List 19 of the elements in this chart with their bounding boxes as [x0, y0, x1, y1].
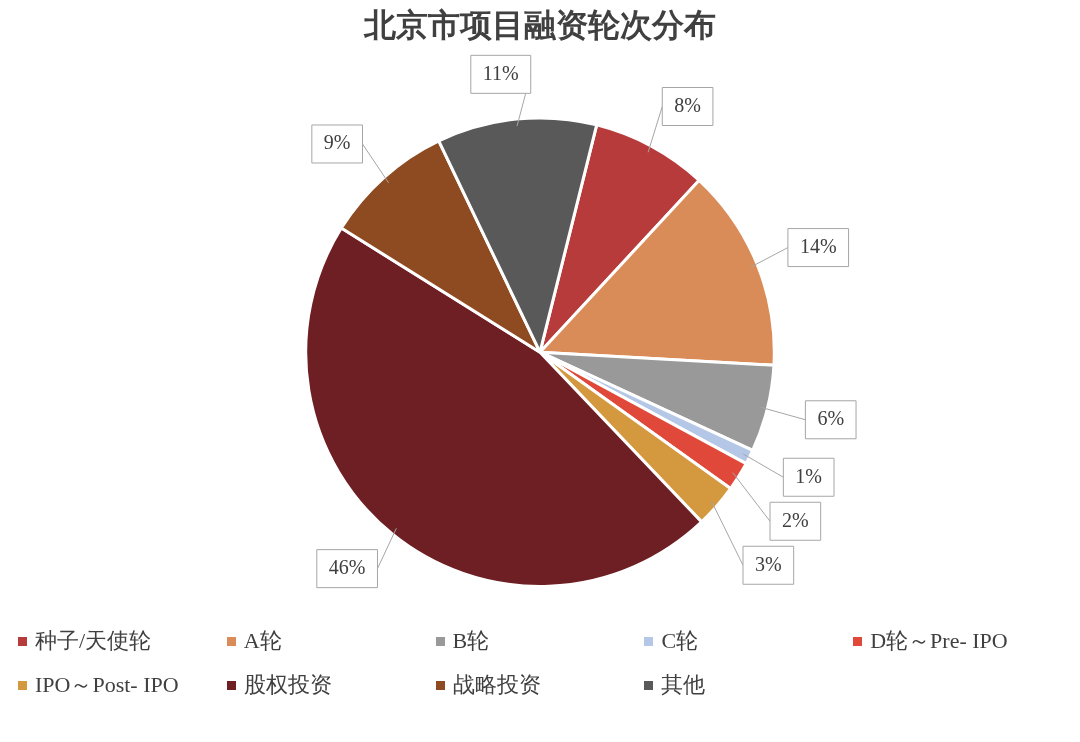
chart-title: 北京市项目融资轮次分布 [363, 5, 716, 44]
legend-label: A轮 [243, 627, 282, 655]
legend-label: B轮 [452, 627, 490, 655]
data-label: 3% [755, 552, 782, 575]
data-label: 2% [782, 508, 809, 531]
legend-label: 种子/天使轮 [35, 627, 152, 655]
data-label: 1% [795, 464, 823, 487]
data-label: 8% [674, 93, 701, 116]
data-label: 9% [323, 131, 351, 154]
data-label: 6% [817, 407, 845, 430]
legend-label: 股权投资 [243, 671, 332, 699]
legend-label: IPO～Post- IPO [35, 671, 179, 699]
data-label: 11% [482, 61, 519, 84]
legend-label: 战略投资 [452, 671, 541, 699]
data-label: 46% [328, 555, 366, 578]
data-label: 14% [799, 234, 837, 257]
legend-label: D轮～Pre- IPO [870, 627, 1008, 655]
legend-label: 其他 [661, 671, 706, 699]
legend-label: C轮 [661, 627, 699, 655]
